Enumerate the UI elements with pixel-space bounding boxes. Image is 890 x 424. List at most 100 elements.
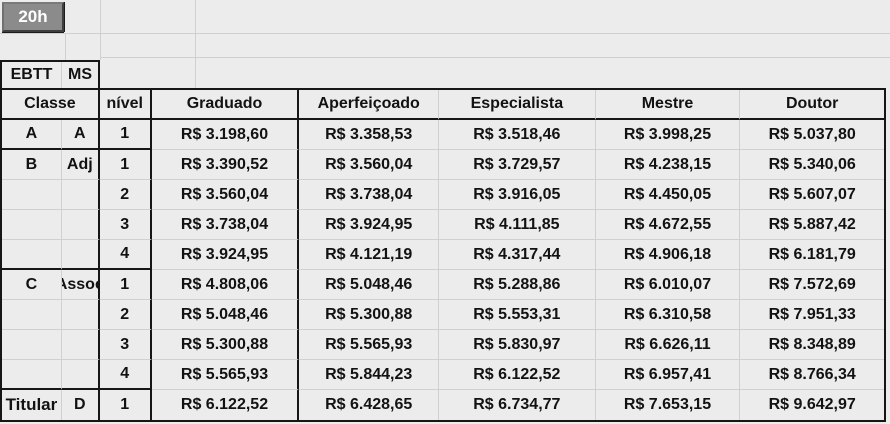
cell-nivel[interactable]: 2: [99, 180, 152, 210]
cell-sub-classe[interactable]: [61, 210, 100, 240]
cell-nivel[interactable]: 1: [99, 120, 152, 150]
cell-salary[interactable]: R$ 4.317,44: [439, 240, 596, 270]
cell-salary[interactable]: R$ 3.560,04: [299, 150, 440, 180]
cell-nivel[interactable]: 1: [99, 150, 152, 180]
cell-salary[interactable]: R$ 3.738,04: [299, 180, 440, 210]
cell-classe[interactable]: [2, 330, 62, 360]
cell-classe[interactable]: C: [2, 270, 62, 300]
cell-nivel[interactable]: 2: [99, 300, 152, 330]
career-type-ebtt-cell[interactable]: EBTT: [2, 62, 62, 88]
cell-salary[interactable]: R$ 5.553,31: [439, 300, 596, 330]
cell-salary[interactable]: R$ 6.122,52: [439, 360, 596, 390]
cell-salary[interactable]: R$ 3.358,53: [299, 120, 440, 150]
cell-salary[interactable]: R$ 4.450,05: [595, 180, 741, 210]
cell-salary[interactable]: R$ 3.560,04: [151, 180, 300, 210]
cell-salary[interactable]: R$ 4.111,85: [439, 210, 596, 240]
cell-salary[interactable]: R$ 5.288,86: [439, 270, 596, 300]
cell-salary[interactable]: R$ 5.844,23: [299, 360, 440, 390]
cell-nivel[interactable]: 4: [99, 360, 152, 390]
cell-salary[interactable]: R$ 3.924,95: [299, 210, 440, 240]
header-cell-doutor[interactable]: Doutor: [740, 90, 885, 120]
cell-sub-classe[interactable]: [61, 180, 100, 210]
cell-sub-classe[interactable]: Adj: [61, 150, 100, 180]
table-row: CAssoc1R$ 4.808,06R$ 5.048,46R$ 5.288,86…: [2, 270, 885, 300]
cell-salary[interactable]: R$ 6.122,52: [152, 390, 300, 420]
cell-salary[interactable]: R$ 5.887,42: [740, 210, 885, 240]
workload-20h-button[interactable]: 20h: [2, 2, 64, 32]
cell-salary[interactable]: R$ 6.010,07: [595, 270, 741, 300]
table-row: A A 1 R$ 3.198,60 R$ 3.358,53 R$ 3.518,46 R$ 3…: [2, 120, 885, 150]
cell-classe[interactable]: [2, 210, 62, 240]
table-row: 2 R$ 3.560,04 R$ 3.738,04 R$ 3.916,05 R$ 4.4…: [2, 180, 885, 210]
career-type-ms-label: MS: [68, 66, 92, 83]
header-cell-nivel[interactable]: nível: [99, 90, 152, 120]
cell-salary[interactable]: R$ 4.808,06: [151, 270, 300, 300]
gridline: [0, 33, 890, 34]
cell-sub-classe[interactable]: Assoc: [61, 270, 100, 300]
cell-salary[interactable]: R$ 7.951,33: [740, 300, 885, 330]
cell-salary[interactable]: R$ 3.998,25: [595, 120, 741, 150]
cell-nivel[interactable]: 4: [99, 240, 152, 270]
cell-sub-classe[interactable]: [61, 330, 100, 360]
cell-salary[interactable]: R$ 5.565,93: [299, 330, 440, 360]
gridline: [195, 0, 196, 88]
cell-salary[interactable]: R$ 9.642,97: [768, 396, 856, 413]
cell-salary[interactable]: R$ 4.121,19: [299, 240, 440, 270]
cell-salary[interactable]: R$ 5.048,46: [151, 300, 300, 330]
cell-sub-classe[interactable]: [61, 360, 100, 390]
cell-salary[interactable]: R$ 3.924,95: [151, 240, 300, 270]
cell-salary[interactable]: R$ 5.300,88: [151, 330, 300, 360]
cell-sub-classe[interactable]: [61, 240, 100, 270]
cell-nivel[interactable]: 3: [99, 330, 152, 360]
cell-classe[interactable]: [2, 300, 62, 330]
cell-classe[interactable]: [2, 240, 62, 270]
header-cell-classe[interactable]: Classe: [2, 90, 100, 120]
cell-salary[interactable]: R$ 7.653,15: [596, 390, 741, 420]
cell-salary[interactable]: R$ 5.037,80: [740, 120, 885, 150]
gridline: [65, 33, 66, 60]
cell-sub-classe[interactable]: A: [61, 120, 100, 150]
cell-salary[interactable]: R$ 4.906,18: [595, 240, 741, 270]
cell-salary[interactable]: R$ 5.607,07: [740, 180, 885, 210]
career-type-box: EBTT MS: [0, 60, 100, 88]
cell-nivel[interactable]: 3: [99, 210, 152, 240]
header-cell-mestre[interactable]: Mestre: [595, 90, 741, 120]
table-row: 4 R$ 5.565,93 R$ 5.844,23 R$ 6.122,52 R$ 6.9…: [2, 360, 885, 390]
cell-salary[interactable]: R$ 6.957,41: [595, 360, 741, 390]
cell-salary[interactable]: R$ 3.916,05: [439, 180, 596, 210]
cell-salary[interactable]: R$ 5.565,93: [151, 360, 300, 390]
cell-sub-classe[interactable]: [61, 300, 100, 330]
header-cell-aperfeiçoado[interactable]: Aperfeiçoado: [299, 90, 440, 120]
cell-classe[interactable]: Titular: [2, 390, 62, 420]
cell-salary[interactable]: R$ 5.048,46: [299, 270, 440, 300]
cell-classe[interactable]: [2, 360, 62, 390]
cell-salary[interactable]: R$ 6.734,77: [439, 390, 596, 420]
gridline: [100, 57, 890, 58]
cell-salary[interactable]: R$ 4.238,15: [595, 150, 741, 180]
cell-sub-classe[interactable]: D: [62, 390, 100, 420]
cell-salary[interactable]: R$ 7.572,69: [740, 270, 885, 300]
cell-salary[interactable]: R$ 3.390,52: [151, 150, 300, 180]
cell-salary[interactable]: R$ 6.181,79: [740, 240, 885, 270]
cell-salary[interactable]: R$ 6.626,11: [595, 330, 741, 360]
cell-salary[interactable]: R$ 3.729,57: [439, 150, 596, 180]
cell-salary[interactable]: R$ 8.766,34: [740, 360, 885, 390]
cell-salary[interactable]: R$ 5.300,88: [299, 300, 440, 330]
header-cell-graduado[interactable]: Graduado: [151, 90, 300, 120]
cell-classe[interactable]: B: [2, 150, 62, 180]
cell-classe[interactable]: [2, 180, 62, 210]
cell-salary[interactable]: R$ 3.738,04: [151, 210, 300, 240]
cell-nivel[interactable]: 1: [100, 390, 152, 420]
cell-salary[interactable]: R$ 6.310,58: [595, 300, 741, 330]
cell-nivel[interactable]: 1: [99, 270, 152, 300]
career-type-ms-cell[interactable]: MS: [62, 62, 98, 88]
cell-salary[interactable]: R$ 4.672,55: [595, 210, 741, 240]
cell-classe[interactable]: A: [2, 120, 62, 150]
cell-salary[interactable]: R$ 8.348,89: [740, 330, 885, 360]
header-cell-especialista[interactable]: Especialista: [439, 90, 596, 120]
cell-salary[interactable]: R$ 3.198,60: [151, 120, 300, 150]
cell-salary[interactable]: R$ 3.518,46: [439, 120, 596, 150]
cell-salary[interactable]: R$ 6.428,65: [299, 390, 440, 420]
cell-salary[interactable]: R$ 5.830,97: [439, 330, 596, 360]
cell-salary[interactable]: R$ 5.340,06: [740, 150, 885, 180]
